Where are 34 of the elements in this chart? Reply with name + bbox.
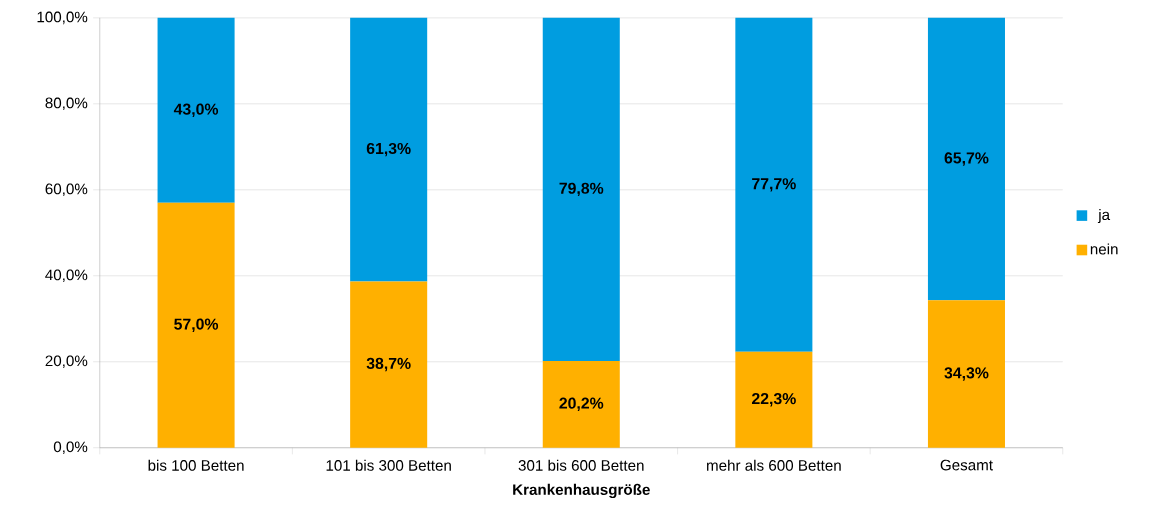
data-label: 43,0% bbox=[173, 103, 219, 117]
x-tick-label: 301 bis 600 Betten bbox=[518, 459, 644, 471]
legend-label: nein bbox=[1090, 243, 1118, 255]
y-tick-label: 40,0% bbox=[45, 269, 88, 282]
bar bbox=[542, 17, 620, 361]
bar bbox=[735, 17, 813, 352]
bar bbox=[927, 17, 1005, 301]
data-label: 22,3% bbox=[751, 392, 796, 407]
data-label: 79,8% bbox=[559, 182, 604, 197]
bar bbox=[350, 17, 428, 282]
data-label: 34,3% bbox=[944, 367, 989, 381]
x-axis-title: Krankenhausgröße bbox=[513, 483, 650, 498]
y-tick-label: 20,0% bbox=[45, 355, 88, 368]
y-tick-label: 80,0% bbox=[45, 97, 88, 111]
bar bbox=[735, 351, 813, 448]
x-tick-label: bis 100 Betten bbox=[148, 459, 244, 471]
data-label: 65,7% bbox=[944, 152, 989, 166]
bar bbox=[157, 202, 235, 448]
data-label: 38,7% bbox=[366, 357, 411, 372]
bar bbox=[350, 281, 428, 448]
data-label: 61,3% bbox=[366, 142, 411, 157]
y-tick-label: 0,0% bbox=[53, 441, 88, 454]
bar bbox=[157, 17, 235, 203]
data-label: 57,0% bbox=[174, 318, 219, 332]
data-label: 20,2% bbox=[559, 397, 604, 411]
legend-label: ja bbox=[1097, 208, 1111, 223]
data-label: 77,7% bbox=[752, 178, 796, 192]
x-tick-label: mehr als 600 Betten bbox=[707, 459, 841, 471]
x-tick-label: Gesamt bbox=[940, 459, 993, 471]
y-tick-label: 100,0% bbox=[37, 11, 88, 25]
y-tick-label: 60,0% bbox=[45, 183, 88, 196]
bar bbox=[542, 360, 620, 448]
x-tick-label: 101 bis 300 Betten bbox=[326, 459, 451, 471]
bar bbox=[927, 300, 1005, 448]
